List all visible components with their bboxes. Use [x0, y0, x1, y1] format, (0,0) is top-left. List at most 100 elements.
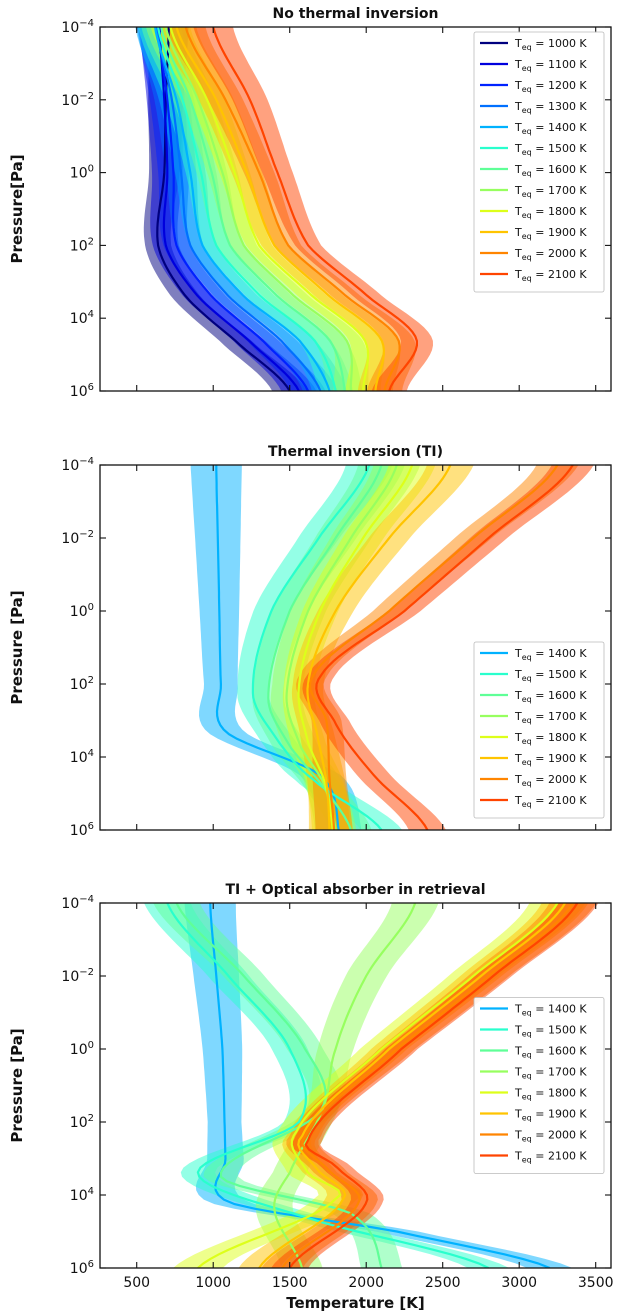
band-series-1: [190, 465, 362, 830]
line-series-7: [160, 27, 346, 391]
y-tick-label: 100: [70, 164, 94, 182]
legend-entry: Teq = 2000 K: [514, 1129, 587, 1144]
line-series-7: [281, 903, 574, 1268]
y-tick-label: 102: [70, 1113, 94, 1131]
line-series-3: [175, 903, 383, 1268]
line-series-11: [184, 27, 401, 391]
line-series-5: [154, 27, 331, 391]
line-series-4: [155, 27, 322, 391]
line-series-2: [166, 903, 490, 1268]
band-series-8: [302, 465, 594, 830]
legend-entry: Teq = 1400 K: [514, 121, 587, 136]
band-series-8: [271, 903, 599, 1268]
line-series-8: [164, 27, 354, 391]
y-tick-label: 10−2: [61, 967, 94, 985]
legend-entry: Teq = 1400 K: [514, 647, 587, 662]
y-tick-label: 104: [70, 309, 94, 327]
x-tick-label: 1500: [272, 1275, 308, 1291]
legend-entry: Teq = 1700 K: [514, 710, 587, 725]
panel-title: Thermal inversion (TI): [268, 444, 443, 460]
x-tick-label: 500: [123, 1275, 150, 1291]
plot-area: [144, 903, 599, 1268]
y-tick-label: 10−4: [61, 18, 94, 36]
line-series-6: [258, 903, 567, 1268]
legend-entry: Teq = 1800 K: [514, 205, 587, 220]
legend-entry: Teq = 1800 K: [514, 731, 587, 746]
legend-entry: Teq = 1900 K: [514, 1108, 587, 1123]
panel-1: No thermal inversion Pressure[Pa] 10−4 10−2…: [8, 6, 612, 400]
line-series-8: [315, 465, 574, 830]
legend: Teq = 1400 K Teq = 1500 K Teq = 1600 K Teq …: [473, 641, 605, 819]
panel-title: TI + Optical absorber in retrieval: [226, 882, 486, 898]
legend: Teq = 1000 K Teq = 1100 K Teq = 1200 K Teq …: [473, 31, 605, 293]
line-series-12: [212, 27, 418, 391]
plot-area: [190, 465, 594, 830]
legend-entry: Teq = 1400 K: [514, 1003, 587, 1018]
line-series-10: [175, 27, 386, 391]
legend-entry: Teq = 1600 K: [514, 1045, 587, 1060]
x-tick-label: 2500: [425, 1275, 461, 1291]
legend-entry: Teq = 1300 K: [514, 100, 587, 115]
y-tick-label: 10−4: [61, 894, 94, 912]
legend-entry: Teq = 2000 K: [514, 247, 587, 262]
panel-title: No thermal inversion: [273, 6, 439, 22]
plot-area: [135, 27, 433, 391]
legend-entry: Teq = 1700 K: [514, 1066, 587, 1081]
band-series-3: [153, 903, 403, 1268]
axes-frame: [99, 464, 612, 831]
legend-entry: Teq = 1200 K: [514, 79, 587, 94]
line-series-3: [267, 465, 383, 830]
y-tick-label: 104: [70, 1186, 94, 1204]
line-series-4: [285, 465, 398, 830]
y-axis-label: Pressure [Pa]: [8, 1028, 26, 1142]
x-tick-label: 3500: [578, 1275, 614, 1291]
line-series-9: [169, 27, 370, 391]
legend-entry: Teq = 2100 K: [514, 268, 587, 283]
line-series-3: [157, 27, 310, 391]
legend-entry: Teq = 2100 K: [514, 1150, 587, 1165]
band-series-1: [143, 27, 308, 391]
line-series-6: [157, 27, 337, 391]
line-series-1: [215, 465, 340, 830]
y-tick-label: 100: [70, 1040, 94, 1058]
x-tick-label: 2000: [348, 1275, 384, 1291]
legend: Teq = 1400 K Teq = 1500 K Teq = 1600 K Teq …: [473, 997, 605, 1174]
y-tick-label: 10−4: [61, 456, 94, 474]
line-series-5: [297, 465, 414, 830]
y-axis-label: Pressure[Pa]: [8, 154, 26, 263]
legend-entry: Teq = 1900 K: [514, 752, 587, 767]
legend-entry: Teq = 1500 K: [514, 668, 587, 683]
line-series-4: [273, 903, 417, 1268]
y-tick-label: 100: [70, 602, 94, 620]
legend-entry: Teq = 1800 K: [514, 1087, 587, 1102]
legend-entry: Teq = 1700 K: [514, 184, 587, 199]
legend-entry: Teq = 1000 K: [514, 37, 587, 52]
panel-3: TI + Optical absorber in retrieval Pressu…: [8, 882, 614, 1291]
x-axis-label: Temperature [K]: [286, 1294, 424, 1312]
line-series-5: [197, 903, 559, 1268]
band-series-2: [144, 903, 510, 1268]
y-tick-label: 10−2: [61, 91, 94, 109]
x-tick-label: 3000: [501, 1275, 537, 1291]
line-series-8: [288, 903, 579, 1268]
y-tick-label: 106: [70, 382, 94, 400]
axes-frame: [99, 902, 612, 1269]
legend-entry: Teq = 1500 K: [514, 1024, 587, 1039]
legend-entry: Teq = 2000 K: [514, 773, 587, 788]
line-series-1: [209, 903, 551, 1268]
y-tick-label: 106: [70, 1259, 94, 1277]
y-tick-label: 102: [70, 675, 94, 693]
y-tick-label: 104: [70, 748, 94, 766]
legend-entry: Teq = 1600 K: [514, 689, 587, 704]
band-series-11: [165, 27, 416, 391]
y-tick-label: 10−2: [61, 529, 94, 547]
x-tick-label: 1000: [195, 1275, 231, 1291]
legend-entry: Teq = 2100 K: [514, 794, 587, 809]
panel-2: Thermal inversion (TI) Pressure [Pa] 10−4 1…: [8, 444, 612, 839]
line-series-7: [308, 465, 559, 830]
legend-entry: Teq = 1100 K: [514, 58, 587, 73]
y-axis-label: Pressure [Pa]: [8, 590, 26, 704]
y-tick-label: 106: [70, 821, 94, 839]
legend-entry: Teq = 1600 K: [514, 163, 587, 178]
